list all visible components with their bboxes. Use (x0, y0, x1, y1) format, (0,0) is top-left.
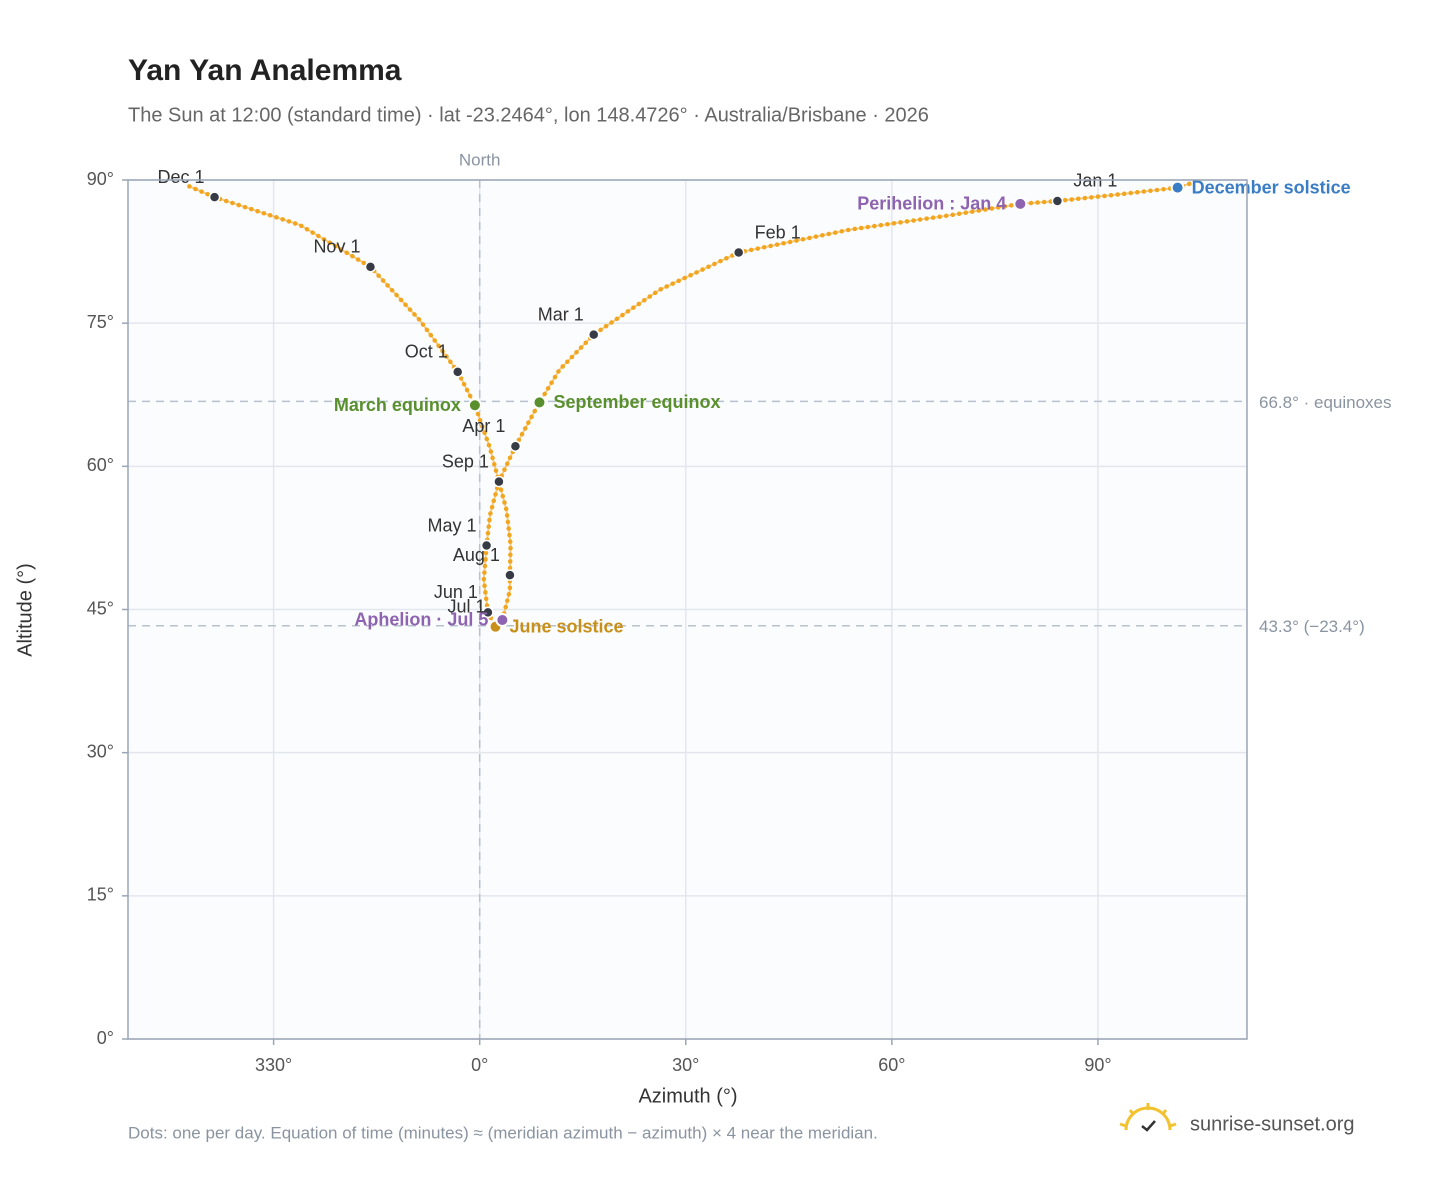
y-axis-title: Altitude (°) (14, 563, 36, 657)
y-tick-label: 45° (87, 598, 114, 618)
reference-label: 43.3° (−23.4°) (1259, 617, 1365, 636)
event-label: September equinox (553, 392, 720, 412)
reference-label: 66.8° · equinoxes (1259, 393, 1392, 412)
brand: sunrise-sunset.org (1190, 1113, 1355, 1135)
month-marker (364, 261, 377, 273)
month-marker (587, 328, 600, 341)
month-marker (480, 539, 493, 552)
footnote: Dots: one per day. Equation of time (min… (128, 1123, 878, 1142)
y-tick-label: 60° (87, 455, 114, 475)
x-tick-label: 0° (471, 1055, 488, 1075)
event-marker (467, 398, 482, 413)
month-label: Dec 1 (158, 167, 205, 187)
x-axis-title: Azimuth (°) (638, 1085, 737, 1107)
brand-logo (1119, 1103, 1177, 1132)
x-tick-label: 60° (878, 1055, 905, 1075)
chart-subtitle: The Sun at 12:00 (standard time) · lat -… (128, 104, 929, 126)
month-label: Aug 1 (453, 545, 500, 565)
month-marker (493, 475, 505, 488)
event-label: December solstice (1192, 177, 1351, 197)
month-label: Nov 1 (313, 237, 360, 257)
month-marker (504, 569, 516, 581)
event-label: Perihelion : Jan 4 (857, 194, 1006, 214)
chart-title: Yan Yan Analemma (128, 54, 402, 87)
month-label: Apr 1 (462, 416, 505, 436)
month-marker (482, 606, 494, 619)
month-label: May 1 (428, 515, 477, 535)
event-marker (1170, 180, 1185, 195)
x-tick-label: 30° (672, 1055, 699, 1075)
month-marker (451, 366, 464, 378)
y-tick-label: 75° (87, 312, 114, 332)
event-marker (1013, 196, 1028, 211)
month-label: Mar 1 (538, 304, 584, 324)
event-label: Aphelion · Jul 5 (354, 610, 488, 630)
x-tick-label: 90° (1084, 1055, 1111, 1075)
month-marker (732, 246, 745, 259)
event-marker (495, 612, 510, 627)
month-label: Sep 1 (442, 451, 489, 471)
month-marker (1051, 195, 1064, 207)
month-marker (509, 440, 522, 453)
north-label: North (459, 150, 501, 169)
event-label: June solstice (510, 616, 624, 636)
y-tick-label: 15° (87, 885, 114, 905)
event-label: March equinox (334, 395, 461, 415)
month-label: Jul 1 (447, 596, 485, 616)
y-tick-label: 90° (87, 169, 114, 189)
month-label: Feb 1 (755, 222, 801, 242)
month-marker (208, 191, 221, 203)
event-marker (532, 395, 547, 410)
month-label: Jun 1 (434, 582, 478, 602)
month-label: Oct 1 (405, 342, 448, 362)
y-tick-label: 0° (97, 1028, 114, 1048)
x-tick-label: 330° (255, 1055, 292, 1075)
y-tick-label: 30° (87, 741, 114, 761)
